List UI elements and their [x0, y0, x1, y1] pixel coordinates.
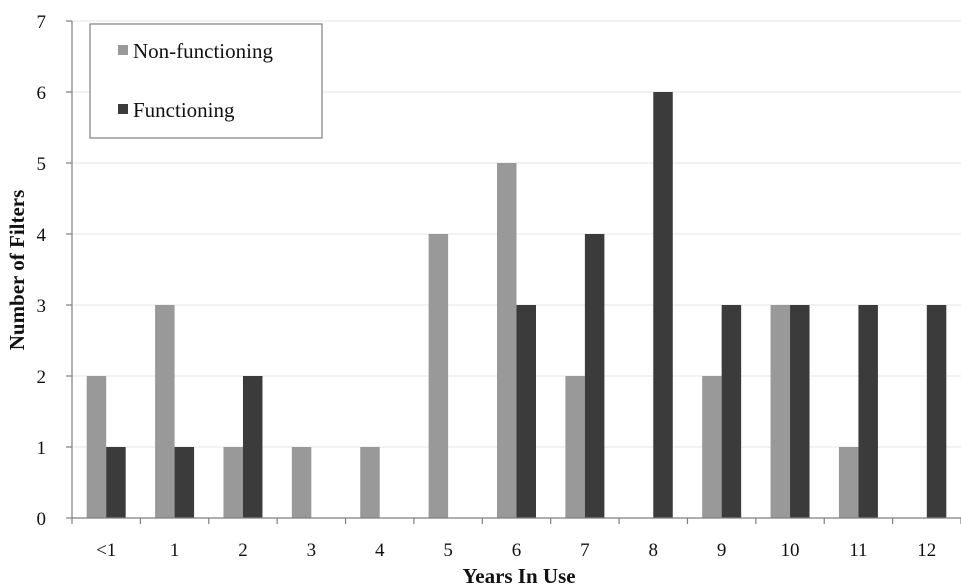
bar-non-functioning [770, 305, 791, 518]
x-axis-title: Years In Use [462, 564, 575, 587]
legend-box [89, 23, 323, 139]
y-tick-label: 0 [37, 509, 47, 530]
x-tick-label: 8 [649, 540, 659, 561]
bar-functioning [242, 376, 263, 518]
legend-swatch-non-functioning [118, 45, 128, 55]
x-tick-label: 11 [849, 540, 867, 561]
bar-non-functioning [497, 163, 517, 518]
x-tick-label: 4 [375, 540, 385, 561]
bar-functioning [721, 305, 742, 518]
x-tick-label: 3 [307, 540, 317, 561]
y-tick-label: 2 [37, 367, 47, 388]
bar-non-functioning [838, 447, 859, 518]
bar-non-functioning [428, 234, 449, 518]
bar-non-functioning [291, 447, 312, 518]
bars [86, 92, 947, 518]
y-axis-title: Number of Filters [5, 190, 29, 351]
x-tick-label: <1 [96, 540, 116, 561]
x-tick-label: 2 [238, 540, 248, 561]
x-tick-label: 9 [717, 540, 727, 561]
bar-functioning [106, 447, 126, 518]
y-tick-label: 7 [37, 12, 47, 33]
axes [71, 21, 961, 519]
x-tick-label: 12 [917, 540, 936, 561]
bar-non-functioning [86, 376, 107, 518]
x-ticks: <1 1 2 3 4 5 6 7 8 9 10 11 12 [71, 518, 961, 561]
bar-non-functioning [360, 447, 380, 518]
bar-functioning [174, 447, 195, 518]
x-tick-label: 5 [443, 540, 453, 561]
bar-non-functioning [223, 447, 243, 518]
bar-non-functioning [565, 376, 585, 518]
y-tick-label: 5 [37, 154, 47, 175]
bar-functioning [858, 305, 878, 518]
bar-functioning [516, 305, 536, 518]
legend-swatch-functioning [118, 104, 128, 114]
y-ticks: 0 1 2 3 4 5 6 7 [37, 12, 72, 530]
legend-label-functioning: Functioning [133, 98, 235, 122]
bar-functioning [653, 92, 673, 518]
x-tick-label: 7 [580, 540, 590, 561]
legend: Non-functioning Functioning [89, 23, 323, 139]
bar-non-functioning [155, 305, 175, 518]
bar-functioning [790, 305, 810, 518]
y-tick-label: 4 [37, 225, 47, 246]
x-tick-label: 1 [170, 540, 180, 561]
bar-functioning [926, 305, 947, 518]
y-tick-label: 1 [37, 438, 47, 459]
x-tick-label: 6 [512, 540, 522, 561]
y-tick-label: 6 [37, 83, 47, 104]
legend-label-non-functioning: Non-functioning [133, 39, 273, 63]
bar-functioning [584, 234, 605, 518]
x-tick-label: 10 [781, 540, 800, 561]
bar-non-functioning [702, 376, 722, 518]
y-tick-label: 3 [37, 296, 47, 317]
